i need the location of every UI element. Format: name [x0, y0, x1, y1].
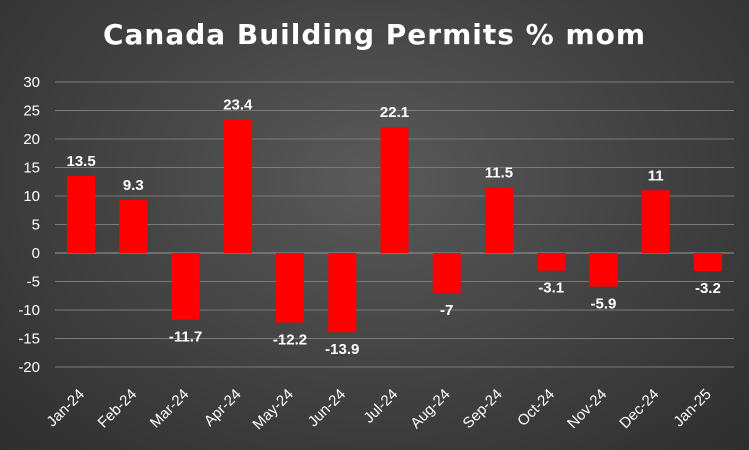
y-tick-label: -20 [18, 359, 40, 376]
y-tick-label: 5 [32, 217, 40, 234]
bar-dec-24 [641, 190, 670, 253]
x-tick-label: May-24 [249, 386, 296, 433]
data-label: -12.2 [273, 332, 307, 349]
x-tick-label: Jul-24 [360, 386, 401, 427]
bar-sep-24 [484, 187, 513, 253]
y-tick-label: 15 [23, 160, 40, 177]
y-tick-label: -15 [18, 331, 40, 348]
data-label: 22.1 [380, 104, 409, 121]
x-tick-label: Oct-24 [514, 386, 558, 430]
y-axis-tick-labels: 30 25 20 15 10 5 0 -5 -10 -15 -20 [18, 74, 40, 376]
bar-feb-24 [119, 199, 148, 253]
data-label: 11 [648, 167, 664, 184]
x-tick-label: Sep-24 [460, 386, 506, 432]
bar-aug-24 [432, 253, 461, 293]
data-label: 23.4 [223, 97, 253, 114]
bar-nov-24 [589, 253, 618, 287]
x-tick-label: Dec-24 [616, 386, 662, 432]
bar-oct-24 [537, 253, 566, 271]
bar-jun-24 [328, 253, 357, 333]
data-label: -5.9 [590, 296, 616, 313]
bar-mar-24 [171, 253, 200, 320]
x-tick-label: Apr-24 [201, 386, 245, 430]
data-labels: 13.5 9.3 -11.7 23.4 -12.2 -13.9 22.1 -7 11.5 -3.1… [67, 97, 721, 359]
y-tick-label: 0 [32, 245, 40, 262]
bar-apr-24 [223, 119, 252, 254]
x-tick-label: Jan-24 [43, 386, 87, 430]
bar-jan-24 [67, 176, 96, 253]
bar-jan-25 [693, 253, 722, 272]
data-label: -3.1 [538, 280, 564, 297]
x-axis-tick-labels: Jan-24 Feb-24 Mar-24 Apr-24 May-24 Jun-24 Jul-… [43, 386, 714, 433]
data-label: 13.5 [67, 153, 96, 170]
y-tick-label: 10 [23, 188, 40, 205]
data-label: -3.2 [695, 280, 721, 297]
x-tick-label: Jun-24 [305, 386, 349, 430]
y-tick-label: 20 [23, 131, 40, 148]
x-tick-label: Nov-24 [564, 386, 610, 432]
data-label: 11.5 [485, 164, 513, 181]
data-label: -11.7 [169, 329, 202, 346]
chart-title: Canada Building Permits % mom [102, 18, 647, 51]
bars [67, 119, 722, 333]
x-tick-label: Feb-24 [95, 386, 141, 432]
bar-may-24 [276, 253, 305, 323]
bar-jul-24 [380, 127, 409, 253]
y-tick-label: -10 [18, 302, 40, 319]
x-tick-label: Aug-24 [407, 386, 453, 432]
y-tick-label: 30 [23, 74, 40, 91]
data-label: -13.9 [325, 341, 359, 358]
data-label: -7 [440, 302, 453, 319]
data-label: 9.3 [123, 177, 144, 194]
x-tick-label: Mar-24 [147, 386, 193, 432]
y-tick-label: -5 [27, 274, 40, 291]
y-tick-label: 25 [23, 103, 40, 120]
x-tick-label: Jan-25 [670, 386, 714, 430]
